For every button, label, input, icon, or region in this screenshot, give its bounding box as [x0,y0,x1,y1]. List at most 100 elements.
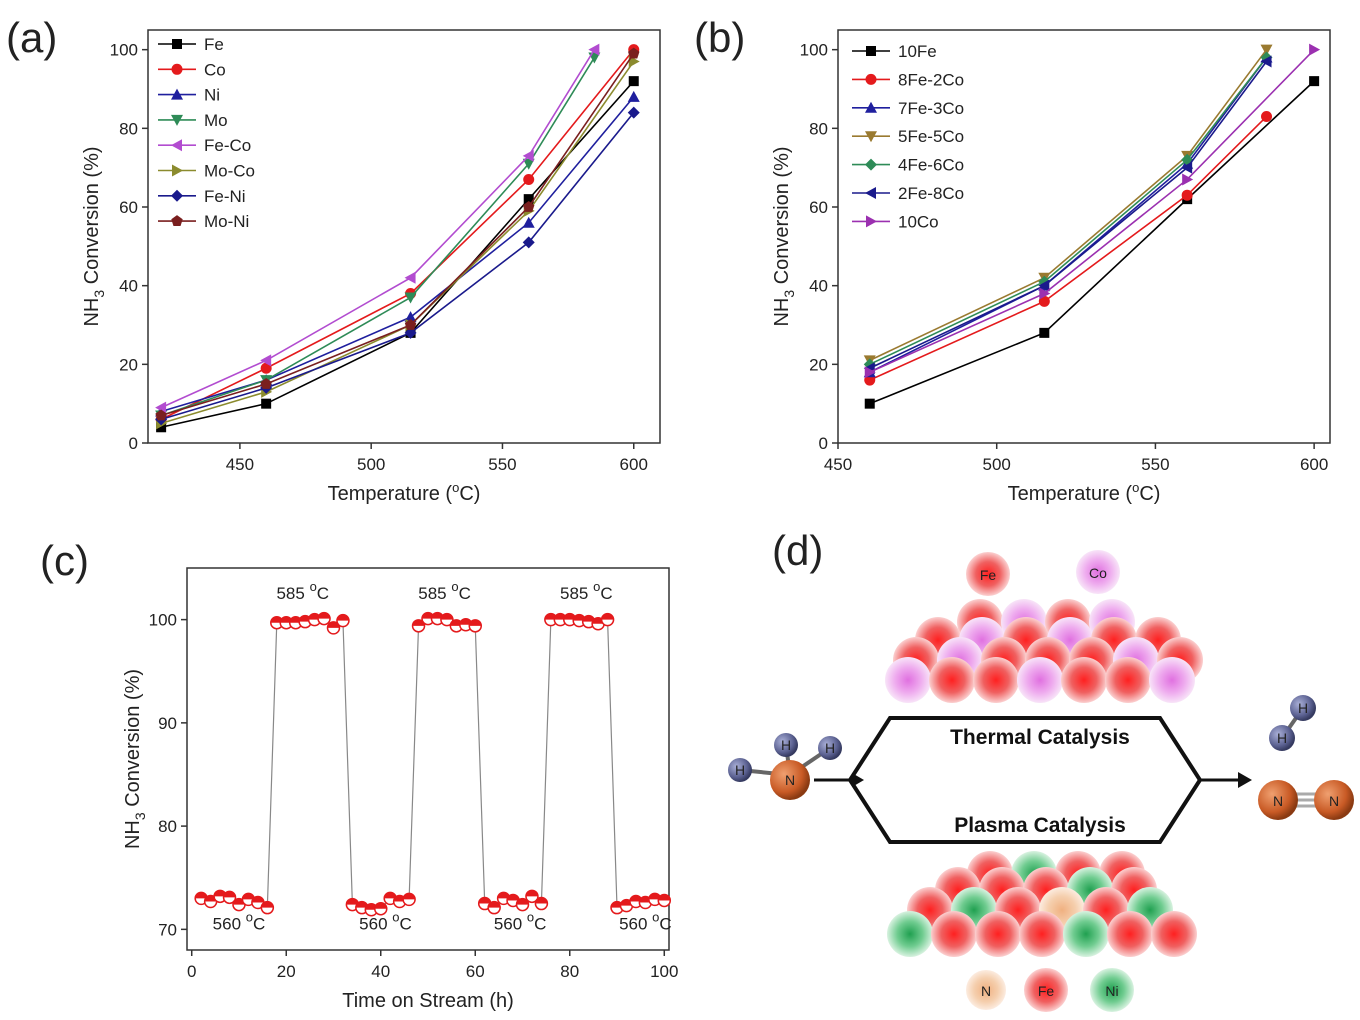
series-mo-co [156,55,640,430]
data-point [1038,295,1050,307]
fe-legend-atom [966,552,1010,596]
atom-fe [975,911,1021,957]
x-tick-label: 500 [357,455,385,474]
data-point [864,366,876,379]
legend-entry: Fe-Ni [158,187,246,206]
legend-marker [171,88,183,100]
hydrogen-molecule: H H [1269,695,1316,751]
atom-fe [973,657,1019,703]
chart-a: 450 500 550 600 0 20 40 60 80 100 Temperature (oC)… [81,29,661,505]
legend-marker [865,187,876,199]
data-point [1182,173,1194,186]
n-atom [770,760,810,800]
n-atom-label: N [1273,793,1283,809]
data-point [1181,161,1193,174]
temperature-annotation: 560 oC [213,909,266,933]
co-legend-label: Co [1089,565,1107,581]
fe-legend-atom [1024,968,1068,1012]
input-arrow-head [852,773,864,787]
series-line [160,49,635,421]
fe-legend-label: Fe [980,567,997,583]
legend-marker [865,73,877,85]
x-tick-label: 600 [620,455,648,474]
h-atom-label: H [781,737,791,753]
atom-fe [1061,657,1107,703]
atom-fe [1151,911,1197,957]
nitrogen-molecule: N N [1258,780,1354,820]
y-tick-label: 70 [158,920,177,939]
legend-label: Fe [204,35,224,54]
n-atom-label: N [785,772,795,788]
series-line [200,617,665,911]
x-tick-label: 0 [187,962,196,981]
data-point [522,216,535,228]
chart-b: 450 500 550 600 0 20 40 60 80 100 Temperature (oC)… [771,29,1331,505]
data-point [522,236,535,249]
data-point [487,900,501,915]
legend-entry: 4Fe-6Co [852,156,964,175]
atom-ni [1063,911,1109,957]
legend-entry: 7Fe-3Co [852,99,964,118]
atom-co [1017,657,1063,703]
y-axis-title: NH3 Conversion (%) [122,669,148,849]
data-point [404,271,416,284]
h-atom-label: H [1298,700,1308,716]
ni-legend-atom [1090,968,1134,1012]
atom-co [1149,657,1195,703]
series-mo-ni [155,47,640,421]
fe-legend-label: Fe [1038,983,1055,999]
data-point [1039,327,1050,338]
x-tick-label: 60 [466,962,485,981]
series-5fe-5co [863,44,1273,367]
plot-frame [186,567,670,951]
data-point [373,901,388,916]
legend-entry: 10Co [852,212,939,231]
data-point [404,326,417,339]
legend-label: 5Fe-5Co [898,127,964,146]
y-tick-label: 40 [809,277,828,296]
chart-c: 0 20 40 60 80 100 70 80 90 100 Time on Stream (h) N… [122,567,678,1012]
data-point [1039,287,1051,300]
x-axis-title: Temperature (oC) [328,480,481,505]
h-atom-label: H [825,740,835,756]
legend-label: Ni [204,86,220,105]
y-tick-label: 20 [809,355,828,374]
legend-label: 2Fe-8Co [898,184,964,203]
legend-label: Co [204,60,226,79]
data-point [628,55,640,68]
legend-entry: Fe [158,35,224,54]
legend-label: Mo [204,111,228,130]
data-point [156,422,167,433]
series-line [869,49,1268,362]
series-line [160,112,635,421]
data-point [317,611,331,626]
y-tick-label: 100 [110,41,138,60]
data-point [1309,76,1320,87]
data-point [155,401,167,414]
legend-entry: Fe-Co [158,136,251,155]
data-point [155,409,167,421]
data-point [1260,44,1273,56]
data-point [525,889,539,904]
y-tick-label: 60 [809,198,828,217]
data-point [260,354,272,367]
ni-legend-label: Ni [1105,983,1118,999]
data-point [522,149,534,162]
y-tick-label: 80 [809,119,828,138]
x-tick-label: 100 [650,962,678,981]
data-point [326,621,341,635]
series-line [869,115,1268,381]
panel-label-c: (c) [40,537,89,584]
legend-marker [171,189,183,202]
x-tick-label: 40 [371,962,390,981]
data-point [1038,279,1050,292]
data-point [468,619,483,633]
series-8fe-2co [864,111,1273,386]
legend-entry: Mo-Ni [158,212,249,231]
series-line [869,57,1268,373]
data-point [864,398,875,409]
legend-entry: 10Fe [852,42,937,61]
n-atom-label: N [1329,793,1339,809]
legend-label: Fe-Ni [204,187,246,206]
